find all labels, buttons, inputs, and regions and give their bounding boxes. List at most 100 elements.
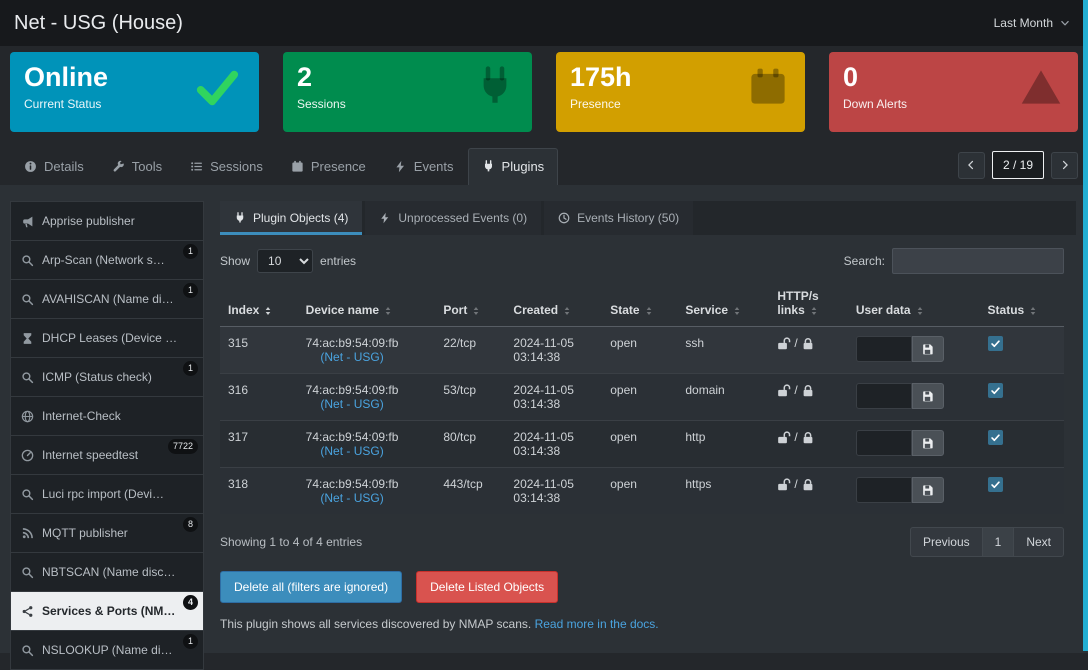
sort-icon[interactable] bbox=[644, 306, 654, 316]
card-presence[interactable]: 175h Presence bbox=[556, 52, 805, 132]
sort-icon[interactable] bbox=[562, 306, 572, 316]
plugin-note-text: This plugin shows all services discovere… bbox=[220, 617, 535, 631]
https-link[interactable] bbox=[801, 430, 815, 444]
col-device-name[interactable]: Device name bbox=[297, 285, 436, 327]
save-button[interactable] bbox=[911, 477, 944, 503]
sidebar-item-services-ports[interactable]: Services & Ports (NM… 4 bbox=[10, 591, 204, 630]
col-https-links[interactable]: HTTP/s links bbox=[769, 285, 848, 327]
card-current-status[interactable]: Online Current Status bbox=[10, 52, 259, 132]
save-button[interactable] bbox=[911, 430, 944, 456]
sidebar-item-label: Internet-Check bbox=[42, 409, 121, 423]
sidebar-item-avahiscan[interactable]: AVAHISCAN (Name di… 1 bbox=[10, 279, 204, 318]
bolt-icon bbox=[379, 212, 391, 224]
sort-icon[interactable] bbox=[263, 306, 273, 316]
count-badge: 7722 bbox=[167, 439, 198, 454]
status-checkbox[interactable] bbox=[987, 477, 1003, 492]
status-checkbox[interactable] bbox=[987, 383, 1003, 398]
tab-sessions[interactable]: Sessions bbox=[176, 148, 277, 185]
tab-unprocessed-events[interactable]: Unprocessed Events (0) bbox=[365, 201, 542, 235]
https-link[interactable] bbox=[801, 336, 815, 350]
col-created[interactable]: Created bbox=[505, 285, 603, 327]
col-service[interactable]: Service bbox=[677, 285, 770, 327]
sidebar-item-internet-speedtest[interactable]: Internet speedtest 7722 bbox=[10, 435, 204, 474]
sidebar-item-label: MQTT publisher bbox=[42, 526, 128, 540]
user-data-input[interactable] bbox=[855, 336, 912, 362]
http-link[interactable] bbox=[777, 336, 791, 350]
sort-icon[interactable] bbox=[471, 306, 481, 316]
page-number-button[interactable]: 1 bbox=[982, 527, 1014, 557]
http-link[interactable] bbox=[777, 430, 791, 444]
cell-status bbox=[979, 326, 1064, 374]
delete-listed-button[interactable]: Delete Listed Objects bbox=[416, 571, 559, 603]
device-page-indicator: 2 / 19 bbox=[991, 151, 1044, 179]
search-icon bbox=[21, 293, 34, 306]
cell-port: 53/tcp bbox=[435, 373, 506, 421]
scrollbar[interactable] bbox=[1083, 0, 1088, 651]
sort-icon[interactable] bbox=[383, 306, 393, 316]
floppy-icon bbox=[921, 484, 934, 497]
share-icon bbox=[21, 605, 34, 618]
col-user-data[interactable]: User data bbox=[847, 285, 980, 327]
save-button[interactable] bbox=[911, 336, 944, 362]
lock-open-icon bbox=[777, 478, 791, 492]
tab-events[interactable]: Events bbox=[380, 148, 468, 185]
sidebar-item-dhcp-leases[interactable]: DHCP Leases (Device … bbox=[10, 318, 204, 357]
tab-events-history[interactable]: Events History (50) bbox=[544, 201, 694, 235]
prev-device-button[interactable] bbox=[957, 151, 985, 179]
created-date: 2024-11-05 bbox=[513, 336, 574, 350]
user-data-input[interactable] bbox=[855, 383, 912, 409]
http-link[interactable] bbox=[777, 477, 791, 491]
docs-link[interactable]: Read more in the docs. bbox=[534, 617, 659, 631]
delete-all-button[interactable]: Delete all (filters are ignored) bbox=[220, 571, 403, 603]
card-value: 2 bbox=[297, 62, 313, 92]
sort-icon[interactable] bbox=[915, 306, 925, 316]
tab-tools[interactable]: Tools bbox=[98, 148, 176, 185]
device-link[interactable]: (Net - USG) bbox=[320, 444, 384, 458]
cell-state: open bbox=[602, 326, 678, 374]
main-tabbar: Details Tools Sessions Presence Events P… bbox=[0, 148, 1088, 186]
page-size-select[interactable]: 10 bbox=[257, 249, 314, 273]
col-status[interactable]: Status bbox=[979, 285, 1064, 327]
sort-icon[interactable] bbox=[809, 306, 819, 316]
device-link[interactable]: (Net - USG) bbox=[320, 397, 384, 411]
user-data-input[interactable] bbox=[855, 430, 912, 456]
table-header-row: Index Device name Port Created State Ser… bbox=[220, 285, 1064, 327]
status-checkbox[interactable] bbox=[987, 336, 1003, 351]
card-sessions[interactable]: 2 Sessions bbox=[283, 52, 532, 132]
user-data-input[interactable] bbox=[855, 477, 912, 503]
sort-icon[interactable] bbox=[732, 306, 742, 316]
device-link[interactable]: (Net - USG) bbox=[320, 491, 384, 505]
save-button[interactable] bbox=[911, 383, 944, 409]
http-link[interactable] bbox=[777, 383, 791, 397]
search-input[interactable] bbox=[892, 248, 1064, 274]
tab-details[interactable]: Details bbox=[10, 148, 98, 185]
sidebar-item-nbtscan[interactable]: NBTSCAN (Name disc… bbox=[10, 552, 204, 591]
device-link[interactable]: (Net - USG) bbox=[320, 350, 384, 364]
previous-page-button[interactable]: Previous bbox=[909, 527, 983, 557]
tab-plugin-objects[interactable]: Plugin Objects (4) bbox=[220, 201, 363, 235]
tab-presence[interactable]: Presence bbox=[277, 148, 380, 185]
https-link[interactable] bbox=[801, 477, 815, 491]
sidebar-item-arp-scan[interactable]: Arp-Scan (Network s… 1 bbox=[10, 240, 204, 279]
tab-plugins[interactable]: Plugins bbox=[467, 148, 559, 186]
col-label: Port bbox=[443, 303, 468, 317]
col-index[interactable]: Index bbox=[220, 285, 298, 327]
sidebar-item-icmp[interactable]: ICMP (Status check) 1 bbox=[10, 357, 204, 396]
sidebar-item-mqtt-publisher[interactable]: MQTT publisher 8 bbox=[10, 513, 204, 552]
period-selector[interactable]: Last Month bbox=[994, 16, 1070, 30]
sidebar-item-nslookup[interactable]: NSLOOKUP (Name di… 1 bbox=[10, 630, 204, 670]
col-state[interactable]: State bbox=[602, 285, 678, 327]
search-icon bbox=[21, 371, 34, 384]
cell-created: 2024-11-05 03:14:38 bbox=[505, 467, 603, 514]
sort-icon[interactable] bbox=[1028, 306, 1038, 316]
next-page-button[interactable]: Next bbox=[1013, 527, 1064, 557]
https-link[interactable] bbox=[801, 383, 815, 397]
sidebar-item-internet-check[interactable]: Internet-Check bbox=[10, 396, 204, 435]
sidebar-item-apprise-publisher[interactable]: Apprise publisher bbox=[10, 201, 204, 240]
col-port[interactable]: Port bbox=[435, 285, 506, 327]
status-checkbox[interactable] bbox=[987, 430, 1003, 445]
gauge-icon bbox=[21, 449, 34, 462]
next-device-button[interactable] bbox=[1051, 151, 1078, 179]
card-down-alerts[interactable]: 0 Down Alerts bbox=[829, 52, 1078, 132]
sidebar-item-luci-rpc-import[interactable]: Luci rpc import (Devi… bbox=[10, 474, 204, 513]
